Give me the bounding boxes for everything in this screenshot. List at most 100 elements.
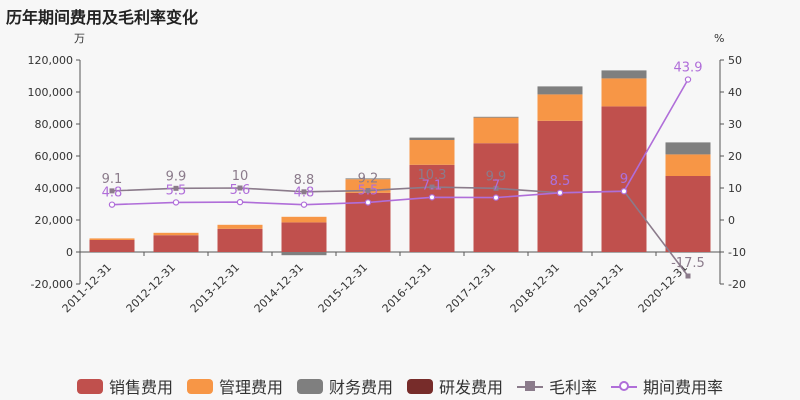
line-point	[493, 185, 499, 191]
x-tick-label: 2013-12-31	[188, 261, 242, 315]
legend-swatch	[517, 379, 544, 394]
left-tick-label: -20,000	[31, 278, 73, 291]
line-point	[364, 199, 372, 206]
data-label: 5.5	[166, 183, 187, 198]
line-point	[620, 187, 628, 195]
line-point	[300, 201, 308, 208]
bar-segment	[409, 140, 455, 165]
bar-segment	[89, 238, 135, 240]
x-tick-label: 2017-12-31	[444, 261, 498, 315]
line-point	[108, 201, 116, 208]
legend-item: 毛利率	[517, 374, 597, 398]
line-point	[365, 188, 371, 194]
line-point	[492, 194, 500, 201]
line-point	[301, 189, 307, 195]
left-tick-label: 40,000	[35, 182, 74, 195]
right-tick-label: -10	[728, 246, 746, 259]
data-label: 43.9	[674, 61, 703, 76]
line-point	[429, 184, 435, 190]
bar-segment	[89, 240, 135, 252]
bar-segment	[409, 137, 455, 140]
data-label: 10.3	[418, 168, 447, 183]
line-point	[236, 198, 244, 206]
data-label: -17.5	[671, 256, 705, 271]
bar-segment	[665, 154, 711, 176]
right-tick-label: 50	[728, 54, 742, 67]
x-tick-label: 2014-12-31	[252, 261, 306, 315]
legend-item: 财务费用	[296, 374, 393, 398]
chart-plot: 万 % 120,000 100,000 80,000 60,000 40,000 20,0…	[28, 32, 746, 315]
data-label: 7.1	[422, 178, 443, 193]
legend-swatch	[296, 378, 323, 394]
data-label: 5.6	[230, 183, 251, 198]
left-tick-label: 20,000	[35, 214, 74, 227]
bar-segment	[217, 224, 263, 229]
bar-segment	[537, 120, 583, 252]
legend-label: 销售费用	[108, 378, 173, 397]
legend-swatch	[407, 378, 433, 394]
x-tick-label: 2018-12-31	[508, 261, 562, 315]
legend-swatch	[76, 378, 103, 394]
left-axis-unit: 万	[74, 32, 85, 45]
left-tick-label: 120,000	[28, 54, 74, 67]
right-tick-label: 40	[728, 86, 742, 99]
left-tick-label: 80,000	[35, 118, 74, 131]
right-tick-label: -20	[728, 278, 746, 291]
left-tick-label: 100,000	[28, 86, 74, 99]
line-point	[173, 185, 179, 191]
right-axis-unit: %	[714, 32, 724, 45]
data-label: 8.8	[294, 173, 315, 188]
x-tick-label: 2019-12-31	[572, 261, 626, 315]
x-tick-label: 2015-12-31	[316, 261, 370, 315]
legend-item: 研发费用	[407, 374, 503, 398]
x-tick-label: 2016-12-31	[380, 261, 434, 315]
legend-label: 财务费用	[328, 378, 393, 397]
data-label: 9	[620, 172, 628, 187]
bar-segment	[153, 235, 199, 252]
bar-segment	[153, 232, 199, 236]
data-label: 9.2	[358, 172, 379, 187]
data-label: 8.5	[550, 174, 571, 189]
legend-label: 毛利率	[549, 378, 598, 397]
right-tick-label: 0	[728, 214, 735, 227]
bar-segment	[409, 164, 455, 252]
legend-item: 销售费用	[76, 374, 173, 398]
data-label: 10	[232, 169, 249, 184]
bar-segment	[537, 94, 583, 121]
right-tick-label: 10	[728, 182, 742, 195]
chart-title: 历年期间费用及毛利率变化	[6, 8, 199, 27]
left-tick-label: 60,000	[35, 150, 74, 163]
right-tick-label: 30	[728, 118, 742, 131]
line-point	[556, 189, 564, 196]
bar-segment	[473, 116, 519, 118]
data-label: 5.5	[358, 183, 379, 198]
right-tick-label: 20	[728, 150, 742, 163]
data-label: 4.8	[294, 186, 315, 201]
data-label: 9.9	[486, 169, 507, 184]
bar-segment	[601, 106, 647, 253]
data-label: 9	[620, 172, 628, 187]
line-point	[237, 185, 243, 191]
legend-swatch	[186, 378, 213, 394]
left-tick-label: 0	[66, 246, 73, 259]
legend-label: 期间费用率	[643, 378, 724, 397]
bar-segment	[601, 78, 647, 107]
bar-segment	[281, 216, 327, 223]
legend-label: 研发费用	[439, 378, 504, 397]
x-tick-label: 2012-12-31	[124, 261, 178, 315]
bar-segment	[665, 142, 711, 155]
legend-item: 管理费用	[186, 374, 283, 398]
legend-label: 管理费用	[218, 378, 283, 397]
bar-segment	[601, 70, 647, 79]
bar-segment	[217, 228, 263, 252]
line-point	[172, 199, 180, 206]
legend: 销售费用 管理费用 财务费用 研发费用 毛利率 期间费用率	[0, 374, 800, 398]
data-label: 8.5	[550, 174, 571, 189]
bar-segment	[537, 86, 583, 95]
bar-segment	[345, 178, 391, 180]
line-point	[109, 188, 115, 194]
bar-segment	[281, 252, 327, 256]
legend-item: 期间费用率	[611, 374, 723, 398]
bar-segment	[473, 117, 519, 144]
data-label: 9.1	[102, 172, 123, 187]
